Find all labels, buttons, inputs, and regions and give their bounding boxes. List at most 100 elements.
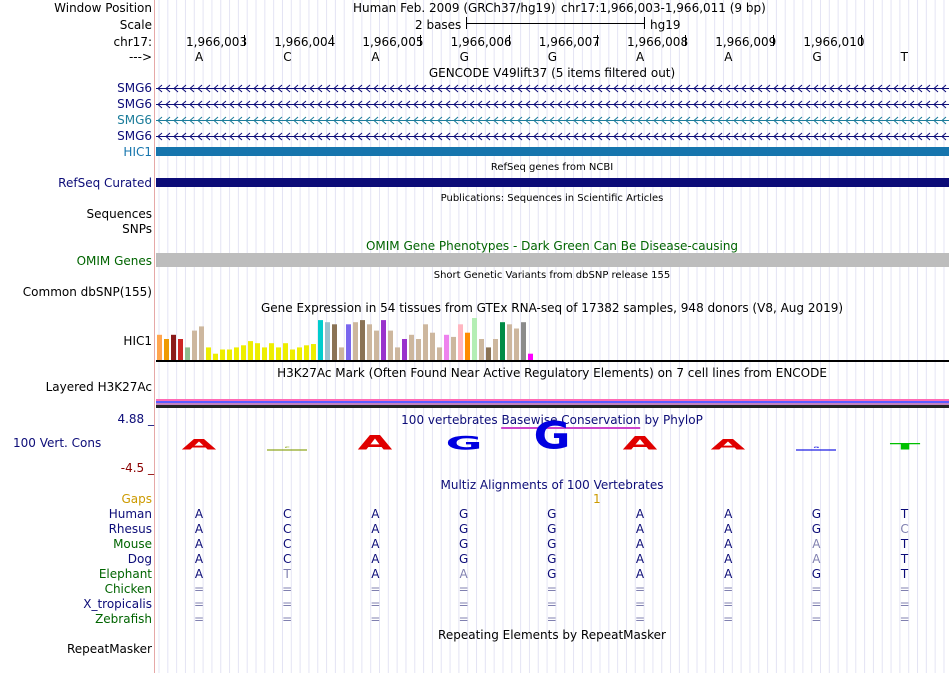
gtex-tissue-bar[interactable]: [500, 322, 505, 360]
gtex-tissue-bar[interactable]: [353, 322, 358, 360]
gtex-tissue-bar[interactable]: [451, 336, 456, 360]
phylop-label[interactable]: 100 Vert. Cons: [13, 436, 102, 450]
gencode-exon-bar[interactable]: [156, 147, 949, 156]
refseq-track-title[interactable]: RefSeq genes from NCBI: [490, 162, 614, 173]
multiz-species-label[interactable]: Chicken: [104, 582, 152, 596]
multiz-species-label[interactable]: Mouse: [113, 537, 152, 551]
gtex-tissue-bar[interactable]: [304, 345, 309, 360]
multiz-species-label[interactable]: Human: [108, 507, 152, 521]
repeatmasker-label[interactable]: RepeatMasker: [66, 642, 152, 656]
gencode-item-label[interactable]: HIC1: [123, 145, 152, 159]
gtex-tissue-bar[interactable]: [192, 330, 197, 360]
gtex-tissue-bar[interactable]: [472, 318, 477, 360]
gtex-tissue-bar[interactable]: [311, 344, 316, 360]
gtex-tissue-bar[interactable]: [297, 347, 302, 360]
gencode-transcript-line[interactable]: [156, 116, 949, 125]
gtex-tissue-bar[interactable]: [444, 334, 449, 360]
publications-track-title[interactable]: Publications: Sequences in Scientific Ar…: [440, 193, 664, 204]
gtex-tissue-bar[interactable]: [416, 339, 421, 360]
phylop-title-highlight: Basewise Conservation: [501, 413, 641, 429]
gtex-tissue-bar[interactable]: [199, 326, 204, 360]
gtex-tissue-bar[interactable]: [332, 324, 337, 360]
phylop-track-title[interactable]: 100 vertebrates Basewise Conservation by…: [401, 413, 703, 429]
gtex-tissue-bar[interactable]: [283, 343, 288, 360]
refseq-label[interactable]: RefSeq Curated: [58, 176, 152, 190]
gencode-item-label[interactable]: SMG6: [117, 97, 152, 111]
gtex-tissue-bar[interactable]: [381, 320, 386, 360]
omim-track-title[interactable]: OMIM Gene Phenotypes - Dark Green Can Be…: [365, 239, 739, 253]
gencode-item-label[interactable]: SMG6: [117, 81, 152, 95]
gtex-tissue-bar[interactable]: [213, 353, 218, 360]
gtex-tissue-bar[interactable]: [325, 322, 330, 360]
gtex-label[interactable]: HIC1: [123, 334, 152, 348]
gtex-tissue-bar[interactable]: [486, 347, 491, 360]
multiz-species-label[interactable]: Elephant: [98, 567, 152, 581]
dbsnp-track-title[interactable]: Short Genetic Variants from dbSNP releas…: [433, 270, 671, 281]
gtex-expression-chart[interactable]: [156, 318, 949, 362]
omim-gene-bar[interactable]: [156, 253, 949, 267]
gtex-track-title[interactable]: Gene Expression in 54 tissues from GTEx …: [260, 301, 844, 315]
gencode-transcript-line[interactable]: [156, 100, 949, 109]
repeatmasker-track-title[interactable]: Repeating Elements by RepeatMasker: [438, 628, 666, 642]
gtex-tissue-bar[interactable]: [493, 339, 498, 360]
gtex-tissue-bar[interactable]: [255, 343, 260, 360]
gtex-tissue-bar[interactable]: [227, 349, 232, 361]
gtex-tissue-bar[interactable]: [409, 334, 414, 360]
omim-label[interactable]: OMIM Genes: [76, 254, 152, 268]
gtex-tissue-bar[interactable]: [423, 324, 428, 360]
gtex-tissue-bar[interactable]: [521, 322, 526, 360]
multiz-species-label[interactable]: Dog: [127, 552, 152, 566]
gencode-item-label[interactable]: SMG6: [117, 113, 152, 127]
gtex-tissue-bar[interactable]: [178, 339, 183, 360]
label-column-divider[interactable]: [154, 0, 155, 673]
gencode-track-title[interactable]: GENCODE V49lift37 (5 items filtered out): [428, 66, 676, 80]
refseq-gene-bar[interactable]: [156, 178, 949, 187]
multiz-species-label[interactable]: Zebrafish: [95, 612, 152, 626]
publications-sequences-label[interactable]: Sequences: [86, 207, 152, 221]
gencode-transcript-line[interactable]: [156, 132, 949, 141]
gtex-tissue-bar[interactable]: [374, 330, 379, 360]
gencode-transcript-line[interactable]: [156, 84, 949, 93]
gtex-tissue-bar[interactable]: [241, 345, 246, 360]
gtex-tissue-bar[interactable]: [269, 343, 274, 360]
h3k27ac-signal[interactable]: [156, 399, 949, 409]
gtex-tissue-bar[interactable]: [395, 347, 400, 360]
gtex-tissue-bar[interactable]: [234, 347, 239, 360]
h3k27ac-track-title[interactable]: H3K27Ac Mark (Often Found Near Active Re…: [277, 366, 827, 380]
gtex-tissue-bar[interactable]: [276, 347, 281, 360]
gtex-tissue-bar[interactable]: [528, 353, 533, 360]
gtex-tissue-bar[interactable]: [367, 324, 372, 360]
dbsnp-label[interactable]: Common dbSNP(155): [22, 285, 152, 299]
gtex-tissue-bar[interactable]: [430, 332, 435, 360]
gtex-tissue-bar[interactable]: [206, 347, 211, 360]
multiz-base: =: [899, 597, 910, 611]
gencode-item-label[interactable]: SMG6: [117, 129, 152, 143]
publications-snps-label[interactable]: SNPs: [122, 222, 152, 236]
gtex-tissue-bar[interactable]: [360, 320, 365, 360]
gtex-tissue-bar[interactable]: [171, 334, 176, 360]
gtex-tissue-bar[interactable]: [346, 324, 351, 360]
reference-base: G: [459, 50, 469, 64]
gtex-tissue-bar[interactable]: [185, 347, 190, 360]
gtex-tissue-bar[interactable]: [465, 332, 470, 360]
multiz-base: A: [724, 537, 733, 551]
multiz-species-label[interactable]: X_tropicalis: [83, 597, 152, 611]
multiz-track-title[interactable]: Multiz Alignments of 100 Vertebrates: [440, 478, 664, 492]
gtex-tissue-bar[interactable]: [402, 339, 407, 360]
gtex-tissue-bar[interactable]: [437, 347, 442, 360]
gtex-tissue-bar[interactable]: [507, 324, 512, 360]
gtex-tissue-bar[interactable]: [220, 349, 225, 361]
gtex-tissue-bar[interactable]: [248, 341, 253, 360]
gtex-tissue-bar[interactable]: [388, 330, 393, 360]
gtex-tissue-bar[interactable]: [164, 339, 169, 360]
gtex-tissue-bar[interactable]: [514, 328, 519, 361]
gtex-tissue-bar[interactable]: [479, 339, 484, 360]
multiz-species-label[interactable]: Rhesus: [108, 522, 152, 536]
gtex-tissue-bar[interactable]: [318, 320, 323, 360]
gtex-tissue-bar[interactable]: [458, 324, 463, 360]
gtex-tissue-bar[interactable]: [262, 347, 267, 360]
gtex-tissue-bar[interactable]: [290, 349, 295, 361]
h3k27ac-label[interactable]: Layered H3K27Ac: [45, 380, 152, 394]
gtex-tissue-bar[interactable]: [339, 347, 344, 360]
gtex-tissue-bar[interactable]: [157, 334, 162, 360]
